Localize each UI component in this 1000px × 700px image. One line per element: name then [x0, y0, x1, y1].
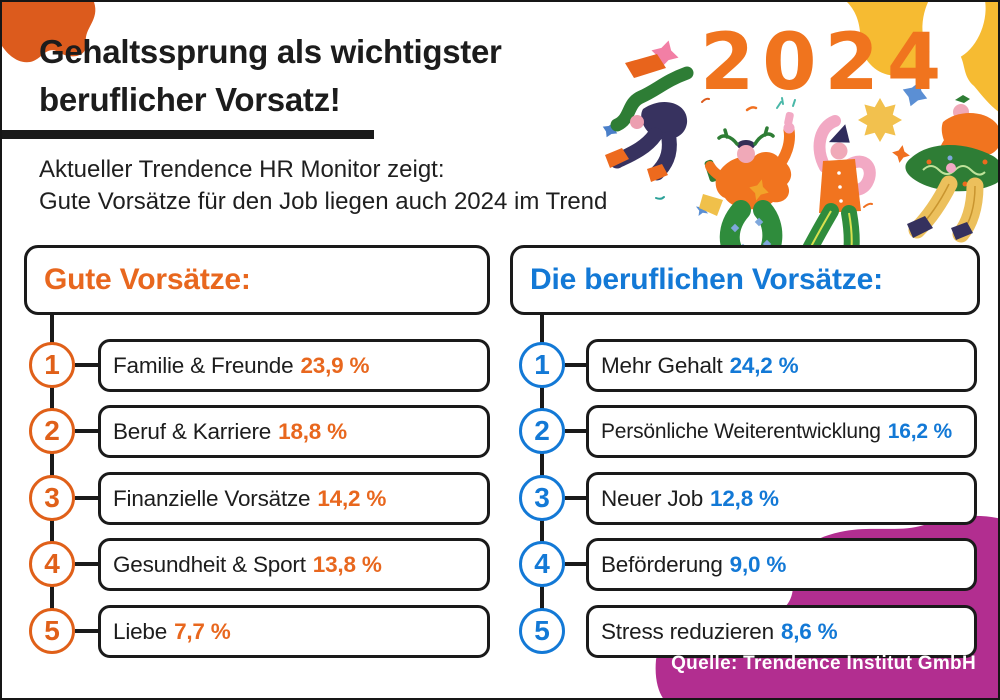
item-value: 18,8 % — [278, 418, 347, 444]
tiny-blue-star-icon — [695, 203, 709, 217]
item-label: Beförderung — [601, 551, 723, 577]
item-label: Liebe — [113, 618, 168, 644]
item-label: Beruf & Karriere — [113, 418, 272, 444]
item-value: 13,8 % — [312, 551, 382, 577]
dancer-figure-4 — [905, 95, 998, 243]
item-value: 24,2 % — [729, 352, 799, 378]
page-title: Gehaltssprung als wichtigster berufliche… — [39, 28, 502, 124]
pink-star-icon — [651, 40, 679, 68]
rank-badge: 5 — [29, 608, 75, 654]
source-note: Quelle: Trendence Institut GmbH — [671, 653, 976, 674]
connector-tick — [75, 562, 99, 566]
list-item: 4 Beförderung 9,0 % — [510, 538, 980, 591]
connector-tick — [75, 363, 99, 367]
item-box: Finanzielle Vorsätze 14,2 % — [98, 472, 490, 525]
connector-tick — [565, 562, 587, 566]
item-label: Gesundheit & Sport — [113, 551, 306, 577]
page-subtitle: Aktueller Trendence HR Monitor zeigt: Gu… — [39, 154, 607, 218]
list-item: 1 Mehr Gehalt 24,2 % — [510, 339, 980, 392]
connector-tick — [565, 429, 587, 433]
title-underline-bar — [2, 130, 374, 139]
list-item: 3 Neuer Job 12,8 % — [510, 472, 980, 525]
subtitle-line-1: Aktueller Trendence HR Monitor zeigt: — [39, 156, 445, 183]
list-item: 5 Liebe 7,7 % — [24, 605, 490, 658]
confetti — [655, 97, 873, 249]
item-value: 16,2 % — [887, 419, 952, 443]
item-box: Gesundheit & Sport 13,8 % — [98, 538, 490, 591]
item-box: Beruf & Karriere 18,8 % — [98, 405, 490, 458]
list-title: Gute Vorsätze: — [44, 263, 251, 296]
connector-line — [50, 313, 54, 631]
connector-tick — [565, 496, 587, 500]
item-box: Stress reduzieren 8,6 % — [586, 605, 977, 658]
item-label: Mehr Gehalt — [601, 352, 723, 378]
item-box: Persönliche Weiterentwicklung 16,2 % — [586, 405, 977, 458]
list-header-berufliche-vorsaetze: Die beruflichen Vorsätze: — [510, 245, 980, 315]
item-label: Persönliche Weiterentwicklung — [601, 419, 881, 443]
item-box: Mehr Gehalt 24,2 % — [586, 339, 977, 392]
rank-badge: 1 — [519, 342, 565, 388]
list-title: Die beruflichen Vorsätze: — [530, 263, 883, 296]
list-header-gute-vorsaetze: Gute Vorsätze: — [24, 245, 490, 315]
item-label: Familie & Freunde — [113, 352, 294, 378]
item-box: Liebe 7,7 % — [98, 605, 490, 658]
list-item: 2 Beruf & Karriere 18,8 % — [24, 405, 490, 458]
rank-badge: 2 — [519, 408, 565, 454]
list-item: 3 Finanzielle Vorsätze 14,2 % — [24, 472, 490, 525]
item-box: Beförderung 9,0 % — [586, 538, 977, 591]
item-value: 23,9 % — [300, 352, 370, 378]
list-item: 1 Familie & Freunde 23,9 % — [24, 339, 490, 392]
item-value: 7,7 % — [174, 618, 231, 644]
rank-badge: 4 — [29, 541, 75, 587]
item-value: 14,2 % — [317, 485, 387, 511]
item-label: Finanzielle Vorsätze — [113, 485, 311, 511]
connector-tick — [565, 363, 587, 367]
connector-tick — [75, 429, 99, 433]
orange-star-icon — [892, 145, 910, 163]
item-value: 12,8 % — [710, 485, 779, 511]
subtitle-line-2: Gute Vorsätze für den Job liegen auch 20… — [39, 188, 608, 215]
year-badge: 2024 — [700, 18, 950, 108]
connector-tick — [75, 496, 99, 500]
rank-badge: 2 — [29, 408, 75, 454]
connector-tick — [75, 629, 99, 633]
title-line-2: beruflicher Vorsatz! — [39, 81, 341, 118]
list-item: 4 Gesundheit & Sport 13,8 % — [24, 538, 490, 591]
item-value: 9,0 % — [729, 551, 787, 577]
item-label: Stress reduzieren — [601, 618, 774, 644]
rank-badge: 4 — [519, 541, 565, 587]
dancer-figure-1 — [605, 54, 694, 182]
connector-line — [540, 313, 544, 631]
small-blue-star-icon — [602, 122, 618, 138]
item-box: Familie & Freunde 23,9 % — [98, 339, 490, 392]
title-line-1: Gehaltssprung als wichtigster — [39, 33, 502, 70]
rank-badge: 1 — [29, 342, 75, 388]
item-value: 8,6 % — [780, 618, 838, 644]
list-item: 5 Stress reduzieren 8,6 % — [510, 605, 980, 658]
item-label: Neuer Job — [601, 485, 704, 511]
item-box: Neuer Job 12,8 % — [586, 472, 977, 525]
list-item: 2 Persönliche Weiterentwicklung 16,2 % — [510, 405, 980, 458]
rank-badge: 5 — [519, 608, 565, 654]
dancer-figure-2 — [699, 97, 796, 274]
rank-badge: 3 — [519, 475, 565, 521]
rank-badge: 3 — [29, 475, 75, 521]
